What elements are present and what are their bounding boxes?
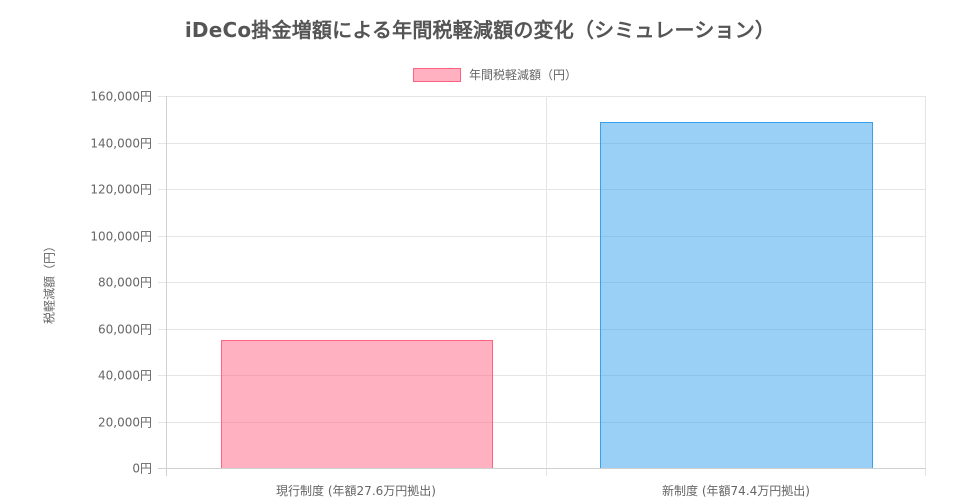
y-tick-label: 20,000円 — [98, 415, 152, 429]
tick-mark — [158, 375, 166, 376]
x-tick-label: 現行制度 (年額27.6万円拠出) — [276, 484, 436, 498]
y-tick-label: 40,000円 — [98, 368, 152, 383]
tick-mark — [158, 96, 166, 97]
x-axis-line — [158, 468, 926, 469]
vertical-gridline — [925, 96, 926, 476]
y-tick-label: 60,000円 — [98, 322, 152, 336]
legend-swatch[interactable] — [412, 67, 461, 82]
tick-mark — [158, 282, 166, 283]
y-tick-label: 160,000円 — [90, 89, 152, 104]
y-axis-line — [166, 96, 167, 476]
tick-mark — [158, 235, 166, 237]
y-tick-label: 80,000円 — [98, 275, 152, 290]
x-tick-label: 新制度 (年額74.4万円拠出) — [662, 484, 810, 498]
legend: 年間税軽減額（円） — [0, 66, 960, 83]
y-tick-label: 100,000円 — [90, 229, 152, 243]
bar-current-system[interactable] — [221, 339, 493, 468]
y-tick-label: 0円 — [132, 461, 152, 476]
plot-area: 0円 20,000円 40,000円 60,000円 80,000円 100,0… — [90, 90, 926, 498]
y-tick-label: 140,000円 — [90, 136, 152, 150]
vertical-gridline — [546, 96, 547, 476]
legend-label[interactable]: 年間税軽減額（円） — [468, 68, 577, 82]
tick-mark — [158, 421, 166, 423]
y-tick-label: 120,000円 — [90, 182, 152, 197]
bar-new-system[interactable] — [600, 122, 873, 468]
tick-mark — [158, 328, 166, 330]
y-axis-label: 税軽減額（円） — [42, 239, 57, 325]
tick-mark — [158, 189, 166, 190]
chart-title: iDeCo掛金増額による年間税軽減額の変化（シミュレーション） — [184, 18, 776, 42]
tick-mark — [158, 142, 166, 144]
